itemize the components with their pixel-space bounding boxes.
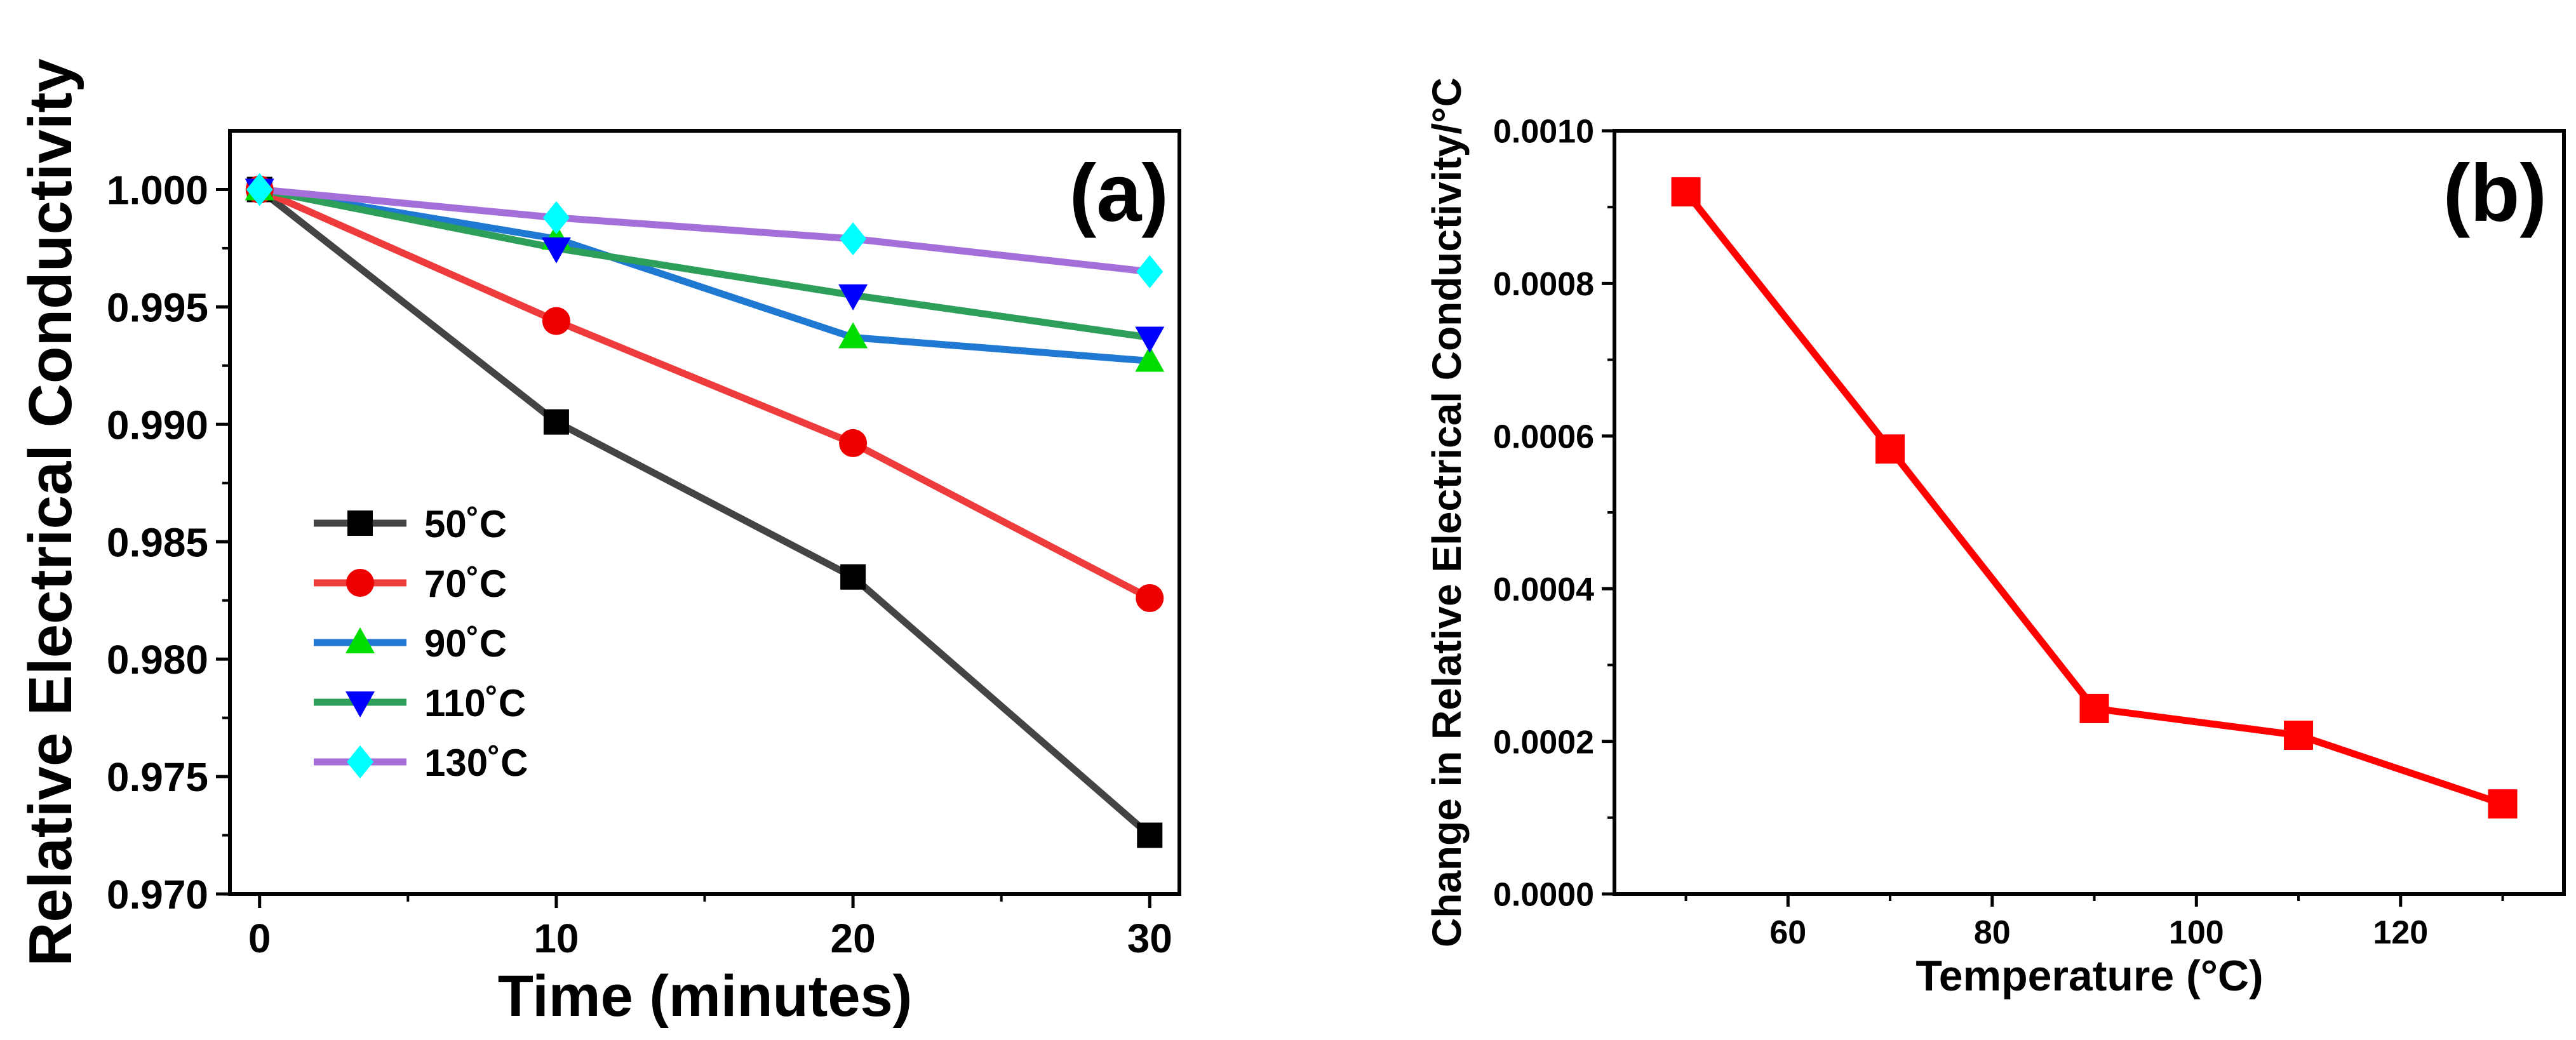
panel-a-label: (a) xyxy=(1070,148,1169,239)
data-point xyxy=(840,564,866,590)
data-point xyxy=(541,237,571,263)
y-tick-label: 0.0004 xyxy=(1493,571,1594,608)
data-point xyxy=(1136,255,1164,288)
x-tick-label: 60 xyxy=(1769,914,1806,951)
data-point xyxy=(1136,583,1164,612)
data-point xyxy=(1875,434,1905,464)
legend-marker xyxy=(347,510,373,536)
legend-item: 130˚C xyxy=(314,742,528,784)
data-point xyxy=(2488,789,2518,819)
x-tick-label: 20 xyxy=(831,916,876,961)
data-point xyxy=(543,409,569,435)
x-tick-label: 30 xyxy=(1127,916,1172,961)
x-tick-label: 80 xyxy=(1974,914,2011,951)
y-tick-label: 0.975 xyxy=(107,754,208,800)
data-point xyxy=(1671,177,1701,207)
data-point xyxy=(246,173,273,206)
data-point xyxy=(839,429,868,457)
legend-marker xyxy=(346,569,374,597)
y-tick-label: 0.985 xyxy=(107,519,208,565)
data-point xyxy=(1137,822,1163,848)
legend-item: 70˚C xyxy=(314,563,507,605)
panel-a-series xyxy=(245,173,1165,848)
legend-item: 50˚C xyxy=(314,503,507,545)
x-tick-label: 100 xyxy=(2169,914,2224,951)
y-tick-label: 0.0010 xyxy=(1493,114,1594,150)
legend-marker xyxy=(345,627,375,653)
y-tick-label: 0.0008 xyxy=(1493,266,1594,303)
panel-a-legend: 50˚C 70˚C 90˚C 110˚C 130˚C xyxy=(314,503,528,784)
y-tick-label: 0.0006 xyxy=(1493,419,1594,456)
legend-label: 70˚C xyxy=(424,563,507,605)
panel-a-x-ticks: 0 10 20 30 xyxy=(248,894,1172,961)
series-line xyxy=(259,185,1150,276)
panel-b-y-ticks: 0.0000 0.0002 0.0004 0.0006 0.0008 0.0010 xyxy=(1493,114,1614,914)
data-point xyxy=(2284,720,2314,750)
panel-b-label: (b) xyxy=(2443,148,2547,239)
y-tick-label: 0.990 xyxy=(107,402,208,448)
data-point xyxy=(542,307,570,335)
y-tick-label: 0.995 xyxy=(107,284,208,330)
x-tick-label: 0 xyxy=(248,916,271,961)
y-tick-label: 0.0000 xyxy=(1493,877,1594,914)
data-point xyxy=(1135,326,1165,353)
panel-a: 0 10 20 30 0.970 0.975 0.980 0.985 0.990 0.995 1.… xyxy=(17,58,1181,1029)
data-point xyxy=(2079,693,2109,723)
panel-b-y-axis-label: Change in Relative Electrical Conductivi… xyxy=(1424,77,1470,947)
x-tick-label: 10 xyxy=(533,916,579,961)
y-tick-label: 0.980 xyxy=(107,637,208,683)
panel-b-series xyxy=(1671,177,2518,819)
data-point xyxy=(838,284,868,310)
series-line xyxy=(258,186,1150,364)
panel-b: 60 80 100 120 0.00000.00020.00040.00060.000… xyxy=(1424,77,2566,1000)
panel-a-x-axis-label: Time (minutes) xyxy=(498,964,913,1029)
panel-a-y-ticks: 0.970 0.975 0.980 0.985 0.990 0.995 1.000 xyxy=(107,168,230,917)
data-point xyxy=(838,322,868,349)
panel-b-x-ticks: 60 80 100 120 xyxy=(1684,894,2504,951)
legend-label: 90˚C xyxy=(424,622,507,665)
data-point xyxy=(542,201,570,234)
legend-label: 130˚C xyxy=(424,742,528,784)
panel-a-y-axis-label: Relative Electrical Conductivity xyxy=(17,58,84,966)
panel-b-x-axis-label: Temperature (°C) xyxy=(1915,952,2263,1000)
legend-marker xyxy=(347,745,373,778)
series-line xyxy=(258,186,1151,341)
legend-label: 50˚C xyxy=(424,503,507,545)
series-line xyxy=(257,187,1152,838)
legend-item: 110˚C xyxy=(314,682,526,724)
legend-item: 90˚C xyxy=(314,622,507,665)
legend-label: 110˚C xyxy=(424,682,526,724)
data-point xyxy=(1135,345,1165,372)
data-point xyxy=(840,222,867,256)
y-tick-label: 0.0002 xyxy=(1493,724,1594,761)
legend-marker xyxy=(345,691,375,717)
y-tick-label: 0.970 xyxy=(107,872,208,917)
y-tick-label: 1.000 xyxy=(107,168,208,213)
x-tick-label: 120 xyxy=(2373,914,2428,951)
series-line xyxy=(258,186,1151,601)
